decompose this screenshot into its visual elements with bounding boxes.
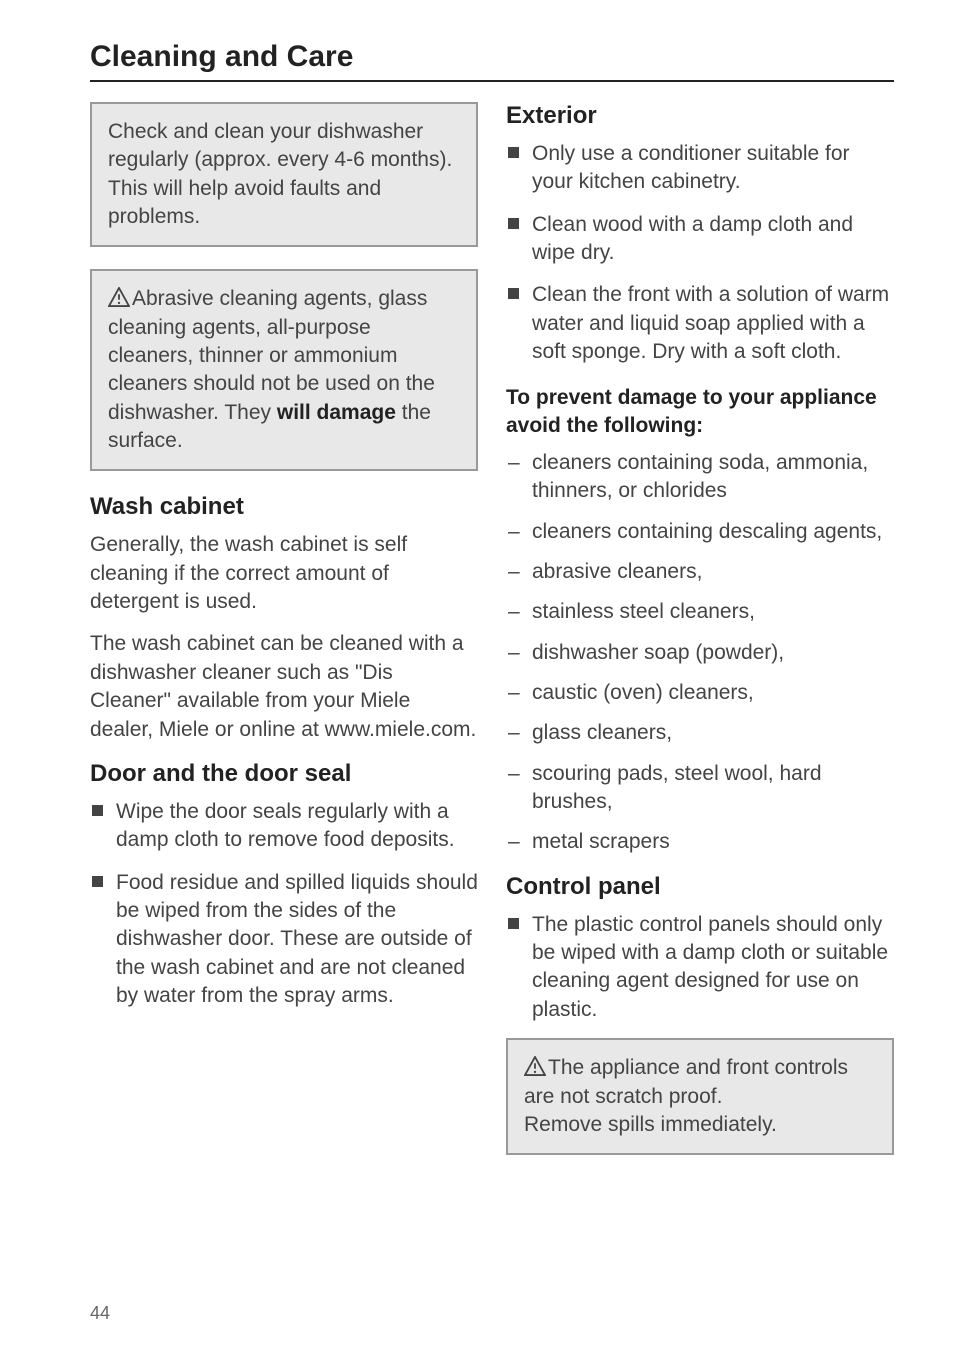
list-item: Wipe the door seals regularly with a dam…: [90, 798, 478, 855]
right-column: Exterior Only use a conditioner suitable…: [506, 102, 894, 1177]
list-item: Clean the front with a solution of warm …: [506, 281, 894, 366]
list-item: Clean wood with a damp cloth and wipe dr…: [506, 211, 894, 268]
list-item: metal scrapers: [506, 828, 894, 856]
list-item: abrasive cleaners,: [506, 558, 894, 586]
wash-cabinet-p1: Generally, the wash cabinet is self clea…: [90, 531, 478, 616]
list-item: The plastic control panels should only b…: [506, 911, 894, 1024]
callout-scratch-line1: The appliance and front controls are not…: [524, 1056, 848, 1107]
callout-scratch-warning: The appliance and front controls are not…: [506, 1038, 894, 1155]
control-panel-list: The plastic control panels should only b…: [506, 911, 894, 1024]
list-item: cleaners containing soda, ammonia, thinn…: [506, 449, 894, 506]
callout-scratch-line2: Remove spills immediately.: [524, 1113, 777, 1136]
door-seal-list: Wipe the door seals regularly with a dam…: [90, 798, 478, 1010]
exterior-heading: Exterior: [506, 102, 894, 130]
title-underline: [90, 80, 894, 82]
warning-icon: [524, 1056, 546, 1076]
list-item: caustic (oven) cleaners,: [506, 679, 894, 707]
callout-maintenance: Check and clean your dishwasher regularl…: [90, 102, 478, 247]
page: Cleaning and Care Check and clean your d…: [0, 0, 954, 1352]
page-title: Cleaning and Care: [90, 40, 894, 74]
exterior-list: Only use a conditioner suitable for your…: [506, 140, 894, 366]
door-seal-heading: Door and the door seal: [90, 760, 478, 788]
list-item: glass cleaners,: [506, 719, 894, 747]
list-item: Food residue and spilled liquids should …: [90, 869, 478, 1011]
callout-maintenance-text: Check and clean your dishwasher regularl…: [108, 120, 452, 228]
wash-cabinet-heading: Wash cabinet: [90, 493, 478, 521]
page-number: 44: [90, 1303, 110, 1324]
prevent-damage-list: cleaners containing soda, ammonia, thinn…: [506, 449, 894, 857]
control-panel-heading: Control panel: [506, 873, 894, 901]
wash-cabinet-p2: The wash cabinet can be cleaned with a d…: [90, 630, 478, 743]
list-item: Only use a conditioner suitable for your…: [506, 140, 894, 197]
callout-abrasives-bold: will damage: [277, 401, 396, 424]
list-item: cleaners containing descaling agents,: [506, 518, 894, 546]
columns: Check and clean your dishwasher regularl…: [90, 102, 894, 1177]
warning-icon: [108, 287, 130, 307]
list-item: stainless steel cleaners,: [506, 598, 894, 626]
list-item: dishwasher soap (powder),: [506, 639, 894, 667]
prevent-damage-heading: To prevent damage to your appliance avoi…: [506, 384, 894, 439]
list-item: scouring pads, steel wool, hard brushes,: [506, 760, 894, 817]
left-column: Check and clean your dishwasher regularl…: [90, 102, 478, 1177]
callout-abrasives-warning: Abrasive cleaning agents, glass cleaning…: [90, 269, 478, 471]
